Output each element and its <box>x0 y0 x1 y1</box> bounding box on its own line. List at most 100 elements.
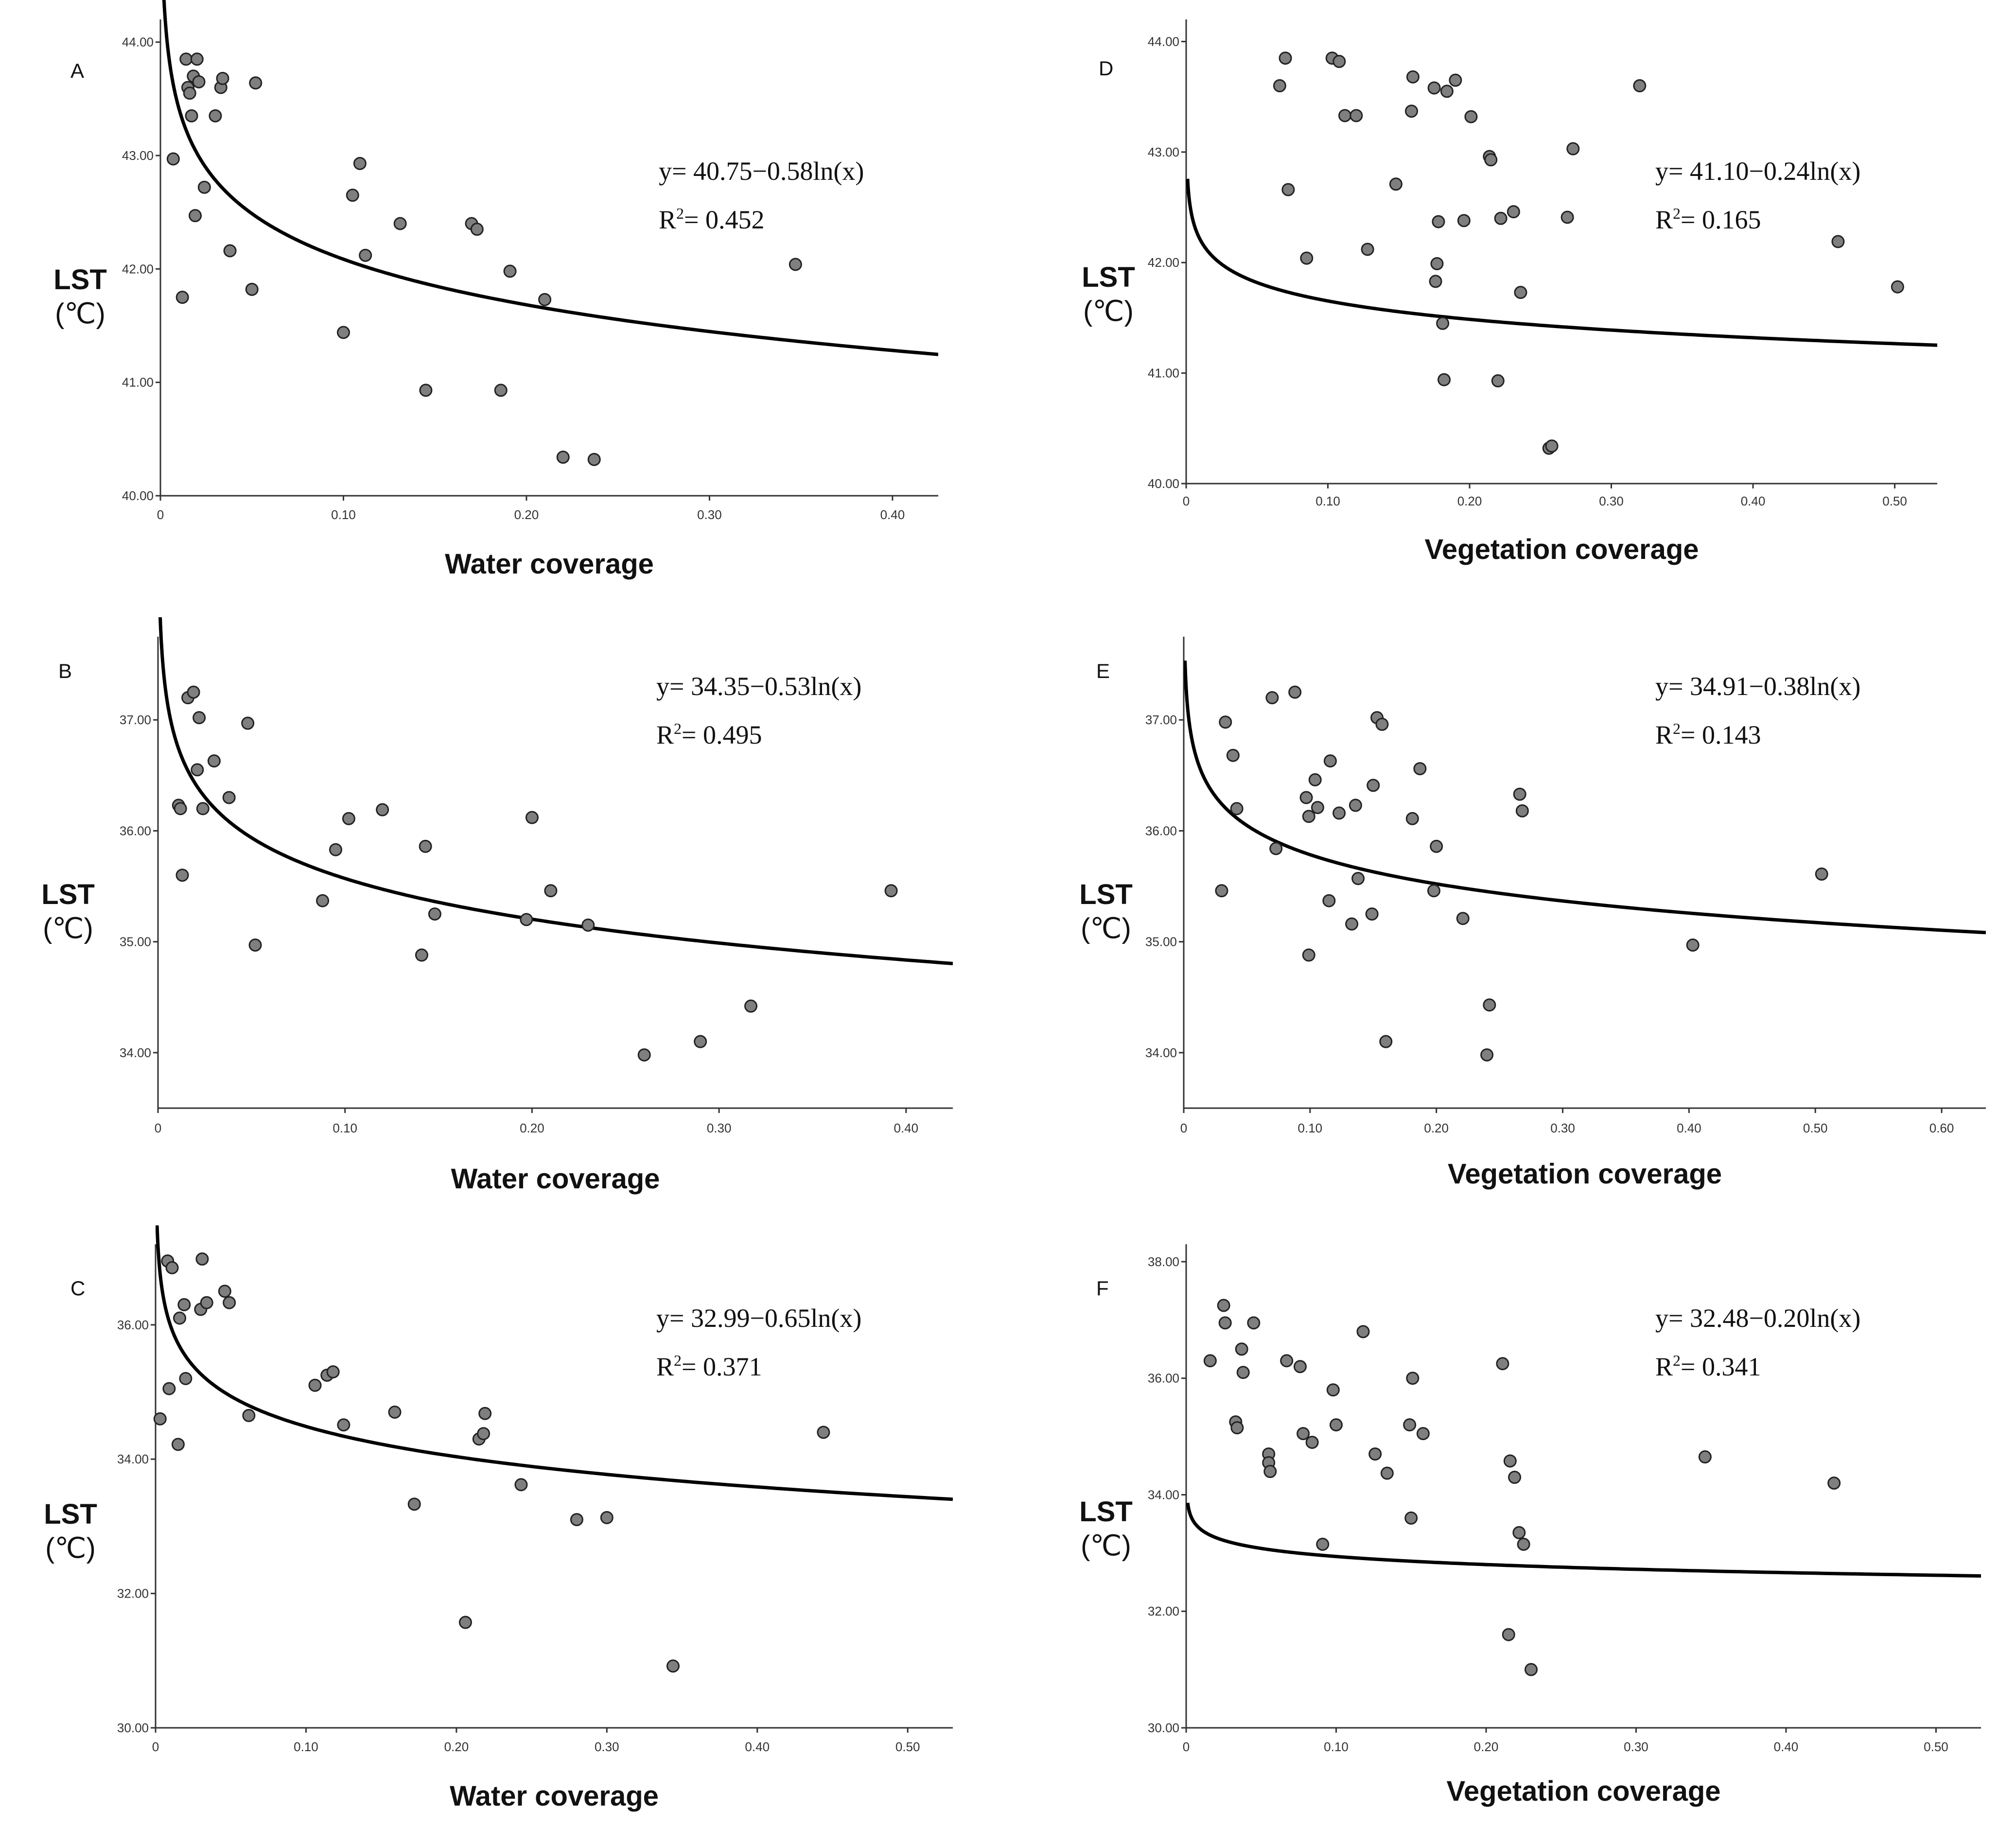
data-point <box>1389 177 1402 191</box>
panel-letter: C <box>70 1277 85 1300</box>
y-tick-label: 32.00 <box>117 1586 149 1601</box>
r-squared-label: R <box>1655 1352 1673 1381</box>
r-squared-label: R <box>656 720 674 749</box>
x-tick-label: 0.10 <box>1324 1739 1349 1754</box>
y-tick-label: 37.00 <box>1145 713 1177 727</box>
data-point <box>600 1511 614 1524</box>
fit-equation: y= 32.99−0.65ln(x) <box>656 1304 861 1333</box>
data-point <box>1308 773 1322 786</box>
data-point <box>1427 884 1440 898</box>
data-point <box>1322 894 1336 907</box>
r-squared-label: R <box>1655 720 1673 749</box>
data-point <box>520 913 533 926</box>
data-point <box>1502 1628 1515 1641</box>
panel-c: C 30.00 32.00 34.00 36.00 0 0.10 0.20 0.30 0.40 0.… <box>44 1225 953 1812</box>
data-point <box>1367 779 1380 792</box>
data-point <box>1827 1477 1841 1490</box>
data-point <box>353 157 367 170</box>
x-axis-title: Water coverage <box>445 548 654 580</box>
data-point <box>1230 1421 1244 1435</box>
data-point <box>175 869 189 882</box>
x-tick-label: 0 <box>1180 1121 1187 1135</box>
data-point <box>1316 1537 1330 1551</box>
y-tick-label: 43.00 <box>122 148 154 163</box>
data-point <box>1566 142 1580 156</box>
y-tick-label: 34.00 <box>1148 1487 1179 1502</box>
data-point <box>1456 912 1470 925</box>
data-point <box>1299 791 1313 804</box>
data-point <box>1436 316 1450 330</box>
data-point <box>1545 439 1559 453</box>
fit-curve <box>158 617 953 965</box>
data-point <box>388 1405 402 1419</box>
y-tick-label: 30.00 <box>117 1721 149 1735</box>
data-point <box>241 716 255 730</box>
data-point <box>1430 839 1443 853</box>
data-point <box>171 1438 185 1451</box>
x-tick-label: 0.50 <box>895 1739 920 1754</box>
data-point <box>166 152 180 166</box>
data-point <box>1361 243 1374 256</box>
x-tick-label: 0 <box>1183 1739 1190 1754</box>
x-tick-label: 0.20 <box>514 507 539 522</box>
data-point <box>197 180 211 194</box>
y-axis-title: LST <box>41 879 95 910</box>
data-point <box>478 1407 492 1420</box>
x-tick-label: 0.30 <box>1624 1739 1648 1754</box>
panel-letter: A <box>70 59 84 82</box>
data-point <box>179 1372 193 1385</box>
fit-curve <box>1184 661 1986 935</box>
data-point <box>187 685 200 699</box>
data-point <box>195 1252 209 1266</box>
data-point <box>1429 275 1442 288</box>
y-axis-unit: (℃) <box>55 298 105 330</box>
y-axis-title: LST <box>1079 879 1133 910</box>
x-tick-label: 0 <box>155 1121 161 1135</box>
data-point <box>1302 810 1315 823</box>
panel-b: B 34.00 35.00 36.00 37.00 0 0.10 0.20 0.30 0.40 Wa… <box>41 617 953 1195</box>
data-point <box>1349 799 1362 812</box>
data-point <box>419 839 432 853</box>
x-tick-label: 0.10 <box>331 507 356 522</box>
data-point <box>1338 109 1351 122</box>
x-tick-label: 0.60 <box>1929 1121 1954 1135</box>
data-point <box>1350 109 1363 122</box>
y-axis-title: LST <box>44 1498 97 1530</box>
data-point <box>458 1616 472 1629</box>
r-squared-value: = 0.165 <box>1681 205 1761 234</box>
x-axis-title: Vegetation coverage <box>1446 1775 1720 1807</box>
data-point <box>1297 1427 1310 1441</box>
x-tick-label: 0.20 <box>1424 1121 1449 1135</box>
y-tick-label: 34.00 <box>117 1452 149 1466</box>
x-tick-label: 0.30 <box>1599 494 1624 508</box>
data-point <box>1464 110 1478 123</box>
y-tick-label: 38.00 <box>1148 1254 1179 1269</box>
data-point <box>1437 373 1451 386</box>
data-point <box>1491 374 1505 388</box>
data-point <box>1457 214 1471 227</box>
data-point <box>1514 286 1527 299</box>
data-point <box>326 1365 340 1379</box>
data-point <box>1279 52 1292 65</box>
data-point <box>393 217 407 230</box>
data-point <box>162 1382 176 1395</box>
data-point <box>1633 79 1647 92</box>
x-tick-label: 0.20 <box>520 1121 544 1135</box>
data-point <box>175 291 189 304</box>
x-tick-label: 0.40 <box>880 507 905 522</box>
data-point <box>494 383 508 397</box>
data-point <box>185 109 198 122</box>
data-point <box>183 87 196 100</box>
data-point <box>1203 1354 1217 1368</box>
data-point <box>1503 1454 1517 1468</box>
data-point <box>1226 748 1240 762</box>
y-tick-label: 40.00 <box>1148 476 1179 491</box>
data-point <box>1517 1537 1530 1551</box>
data-point <box>884 884 898 898</box>
data-point <box>1686 938 1700 952</box>
data-point <box>1380 1466 1394 1480</box>
panel-letter: B <box>58 660 72 682</box>
data-point <box>173 1311 187 1325</box>
data-point <box>1273 79 1286 92</box>
data-point <box>587 452 601 466</box>
